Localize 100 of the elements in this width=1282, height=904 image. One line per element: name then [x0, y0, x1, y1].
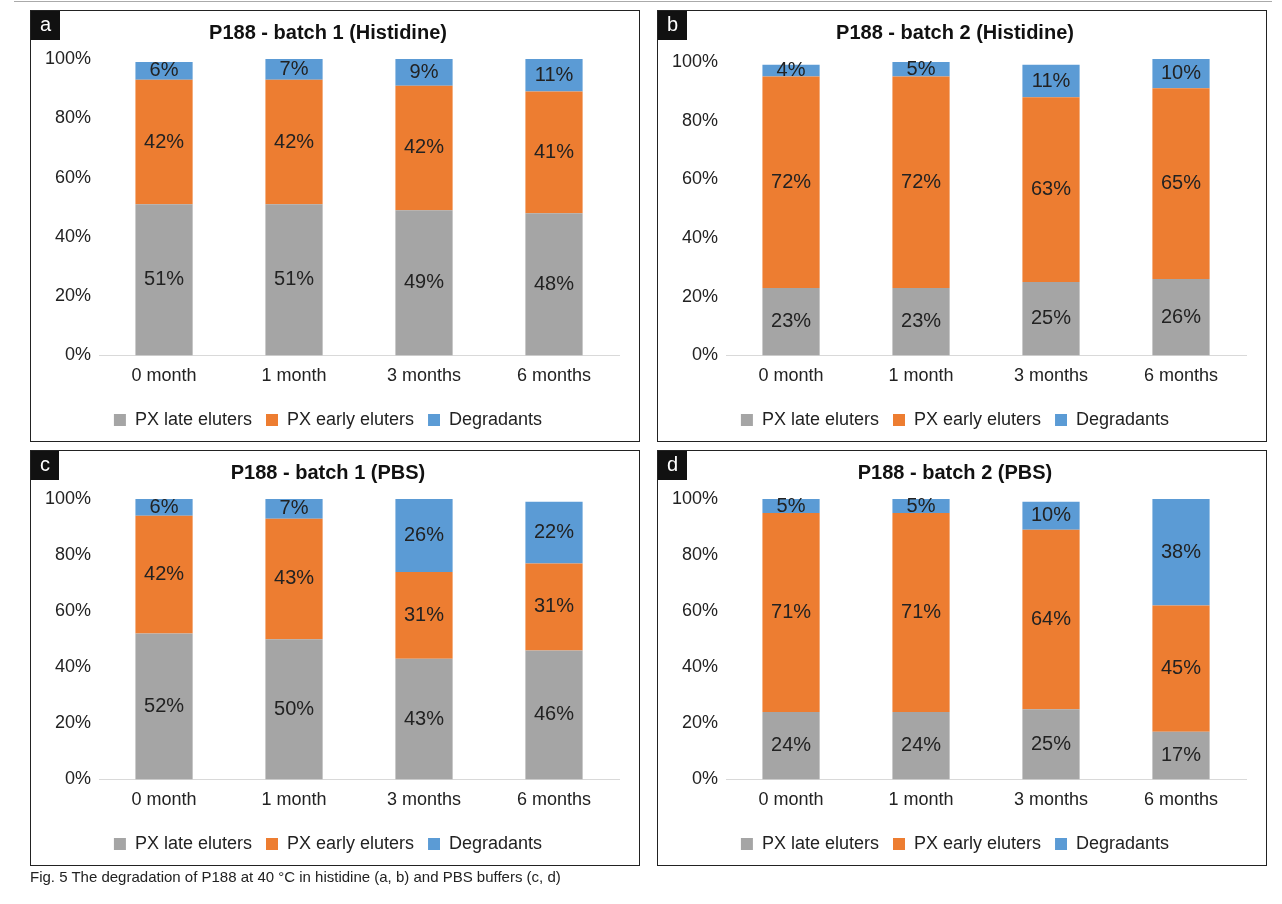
bar	[265, 518, 323, 640]
bar	[1152, 605, 1210, 732]
data-label: 10%	[1031, 503, 1072, 526]
bar	[395, 499, 453, 572]
bar	[525, 650, 583, 780]
legend-label: Degradants	[449, 832, 543, 853]
y-tick-label: 20%	[682, 712, 719, 733]
y-tick-label: 0%	[692, 344, 719, 365]
x-tick-label: 1 month	[261, 365, 327, 386]
x-tick-label: 3 months	[1013, 365, 1089, 386]
chart-title: P188 - batch 2 (PBS)	[857, 460, 1053, 483]
bar	[265, 639, 323, 780]
x-tick-label: 6 months	[1143, 365, 1219, 386]
text: a	[31, 11, 61, 40]
data-label: 51%	[144, 267, 185, 290]
bar	[395, 658, 453, 780]
data-label: 7%	[279, 496, 309, 519]
bar	[892, 513, 950, 713]
data-label: 26%	[1160, 304, 1202, 327]
data-label: 22%	[533, 520, 575, 543]
data-label: 5%	[776, 493, 806, 516]
legend-label: PX late eluters	[134, 408, 252, 429]
y-tick-label: 40%	[55, 656, 92, 677]
y-tick-label: 40%	[682, 656, 719, 677]
bar	[395, 571, 453, 659]
y-tick-label: 100%	[44, 487, 92, 508]
x-tick-label: 1 month	[888, 789, 954, 810]
data-label: 26%	[404, 522, 445, 545]
data-label: 25%	[1031, 306, 1072, 329]
data-label: 43%	[274, 566, 315, 589]
y-tick-label: 60%	[55, 600, 92, 621]
bar	[395, 85, 453, 211]
data-label: 31%	[533, 594, 575, 617]
data-label: 25%	[1031, 731, 1072, 754]
x-tick-label: 0 month	[131, 365, 197, 386]
x-tick-label: 3 months	[1013, 789, 1089, 810]
data-label: 42%	[144, 562, 185, 585]
data-label: 17%	[1160, 743, 1202, 766]
bar	[135, 633, 193, 780]
data-label: 48%	[533, 271, 575, 294]
bar	[762, 76, 820, 288]
y-tick-label: 80%	[55, 544, 92, 565]
bar	[1152, 499, 1210, 606]
data-label: 9%	[409, 59, 439, 82]
bar	[1152, 88, 1210, 280]
bar	[395, 210, 453, 356]
bar	[135, 204, 193, 356]
data-label: 42%	[274, 129, 315, 152]
legend-label: PX early eluters	[286, 408, 415, 429]
data-label: 63%	[1031, 177, 1072, 200]
legend-label: PX early eluters	[286, 832, 415, 853]
bar	[892, 712, 950, 780]
bar	[892, 76, 950, 288]
y-tick-label: 0%	[65, 344, 92, 365]
y-tick-label: 20%	[682, 285, 719, 306]
bar	[1022, 282, 1080, 356]
y-tick-label: 60%	[55, 166, 92, 187]
text: b	[658, 11, 688, 40]
x-tick-label: 1 month	[888, 365, 954, 386]
data-label: 49%	[404, 270, 445, 293]
bar	[1022, 709, 1080, 780]
caption: Fig. 5 The degradation of P188 at 40 °C in histidine (a, b) and PBS buffers (c, d)	[30, 868, 561, 885]
data-label: 31%	[404, 602, 445, 625]
x-tick-label: 1 month	[261, 789, 327, 810]
x-tick-label: 0 month	[758, 789, 824, 810]
data-label: 6%	[149, 58, 179, 81]
data-label: 64%	[1031, 607, 1072, 630]
y-tick-label: 40%	[55, 225, 92, 246]
data-label: 24%	[901, 733, 942, 756]
legend-label: Degradants	[1076, 832, 1170, 853]
chart-title: P188 - batch 1 (PBS)	[230, 460, 426, 483]
legend-label: Degradants	[1076, 408, 1170, 429]
text: d	[658, 451, 688, 480]
legend-label: PX early eluters	[913, 832, 1042, 853]
y-tick-label: 0%	[692, 768, 719, 789]
data-label: 11%	[1031, 68, 1071, 91]
data-label: 45%	[1160, 656, 1202, 679]
bar	[1022, 97, 1080, 283]
bar	[762, 513, 820, 713]
data-label: 23%	[771, 309, 812, 332]
x-tick-label: 6 months	[1143, 789, 1219, 810]
data-label: 10%	[1160, 61, 1202, 84]
data-label: 50%	[274, 696, 315, 719]
data-label: 23%	[901, 309, 942, 332]
data-label: 71%	[901, 600, 942, 623]
y-tick-label: 20%	[55, 712, 92, 733]
data-label: 51%	[274, 267, 315, 290]
legend-label: PX early eluters	[913, 408, 1042, 429]
bar	[265, 79, 323, 205]
data-label: 5%	[906, 56, 936, 79]
x-tick-label: 3 months	[386, 365, 462, 386]
y-tick-label: 80%	[682, 109, 719, 130]
data-label: 41%	[533, 139, 575, 162]
data-label: 42%	[404, 135, 445, 158]
bar	[135, 79, 193, 205]
bar	[265, 204, 323, 356]
data-label: 4%	[776, 58, 806, 81]
data-label: 11%	[534, 62, 574, 85]
data-label: 38%	[1160, 539, 1202, 562]
data-label: 7%	[279, 56, 309, 79]
